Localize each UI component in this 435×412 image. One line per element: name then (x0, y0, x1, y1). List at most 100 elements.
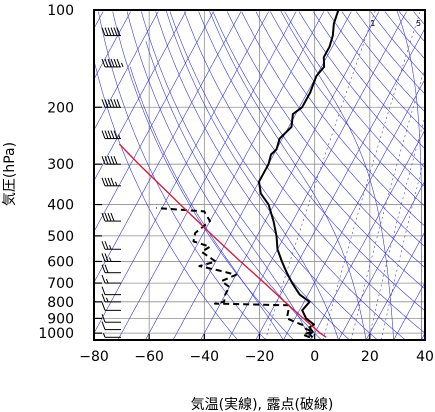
wind-barb (101, 27, 121, 37)
wind-barb-flag (101, 212, 106, 222)
moist-adiabat (208, 10, 367, 340)
wind-barb-flag (101, 264, 106, 273)
dry-adiabat (141, 11, 350, 340)
wind-barb (101, 264, 121, 274)
dry-adiabat (112, 11, 294, 340)
wind-barb-flag (110, 58, 115, 68)
isotherm (421, 332, 425, 340)
isotherm (117, 11, 297, 340)
isotherm (310, 129, 425, 340)
dry-adiabat (341, 11, 425, 113)
wind-barb-flag (107, 130, 112, 139)
wind-barb-flag (116, 58, 121, 68)
wind-barb-flag (104, 27, 109, 36)
x-tick-label: −80 (79, 349, 109, 365)
wind-barb-flag (104, 156, 109, 165)
wind-barb (101, 212, 121, 222)
mixing-ratio-labels: 15101520g (370, 19, 421, 28)
y-tick-label: 400 (47, 198, 74, 214)
sounding-series (118, 10, 340, 339)
wind-barb-flag (104, 253, 109, 262)
wind-barb-flag (107, 99, 112, 108)
y-tick-label: 100 (47, 3, 74, 19)
isotherm (94, 11, 187, 182)
dry-adiabat (255, 11, 425, 227)
moist-adiabat (129, 66, 284, 340)
isotherm (255, 27, 425, 340)
moist-adiabat (396, 10, 423, 340)
wind-barb-flag (104, 212, 109, 222)
temperature-line (258, 10, 340, 338)
wind-barb-flag (104, 130, 109, 139)
wind-barb-flag (101, 99, 106, 108)
x-tick-label: 40 (416, 349, 434, 365)
wind-barb (103, 333, 121, 338)
isotherm (283, 78, 425, 340)
isotherm (94, 11, 159, 131)
wind-barb (101, 241, 121, 250)
dry-adiabat (298, 11, 425, 169)
x-axis-ticks: −80 −60 −40 −20 0 20 40 (79, 334, 434, 365)
dry-adiabat (227, 11, 425, 269)
wind-barb-flag (113, 99, 118, 108)
dry-adiabat (270, 11, 425, 207)
wind-barb (101, 99, 121, 108)
wind-barb (101, 130, 121, 140)
y-tick-label: 500 (47, 229, 74, 245)
dry-adiabat (327, 11, 425, 131)
dry-adiabat (212, 11, 425, 290)
y-tick-label: 600 (47, 254, 74, 270)
wind-barb-flag (101, 302, 106, 311)
wind-barb-flag (110, 27, 115, 36)
wind-barb-flag (107, 212, 112, 222)
wind-barb-flag (110, 177, 115, 186)
dry-adiabat (370, 11, 425, 77)
isotherm (94, 11, 131, 80)
wind-barbs (101, 27, 124, 338)
wind-barb-flag (110, 156, 115, 165)
dry-adiabat (126, 11, 322, 340)
wind-barb-flag (101, 58, 106, 68)
wind-barb-half-flag (115, 181, 118, 186)
isotherm (94, 11, 269, 334)
wind-barb-flag (113, 27, 118, 36)
wind-barb-flag (116, 27, 121, 36)
wind-barb-flag (116, 99, 121, 108)
wind-barb-flag (101, 156, 106, 165)
wind-barb-flag (101, 177, 106, 186)
wind-barb (101, 253, 121, 262)
wind-barb-flag (110, 99, 115, 108)
wind-barb-flag (104, 241, 109, 250)
isotherm (200, 11, 380, 340)
x-tick-label: 0 (310, 349, 319, 365)
wind-barb (101, 293, 121, 303)
wind-barb (101, 156, 121, 165)
isotherm (94, 11, 214, 233)
wind-barb-flag (113, 130, 118, 139)
wind-barb-flag (104, 99, 109, 108)
y-tick-label: 300 (47, 157, 74, 173)
wind-barb (101, 302, 121, 311)
moist-adiabat (280, 10, 395, 340)
wind-barb (101, 314, 121, 323)
y-tick-label: 900 (47, 311, 74, 327)
wind-barb-flag (107, 156, 112, 165)
wind-barb-half-flag (118, 134, 121, 139)
wind-barb-flag (104, 58, 109, 68)
x-tick-label: −40 (190, 349, 220, 365)
wind-barb-half-flag (109, 257, 112, 262)
isotherm (227, 11, 407, 340)
dry-adiabat (313, 11, 425, 150)
mixing-ratio-line (381, 155, 425, 340)
wind-barb-half-flag (106, 297, 109, 303)
dry-adiabat (198, 11, 425, 312)
wind-barb-flag (101, 253, 106, 262)
isotherm (145, 11, 325, 340)
wind-barb-flag (110, 212, 115, 222)
y-tick-label: 1000 (38, 326, 74, 342)
moist-adiabat (145, 41, 312, 340)
mixing-ratio-line (368, 115, 425, 340)
mixing-ratio-line (265, 10, 376, 340)
wind-barb-half-flag (121, 62, 124, 68)
